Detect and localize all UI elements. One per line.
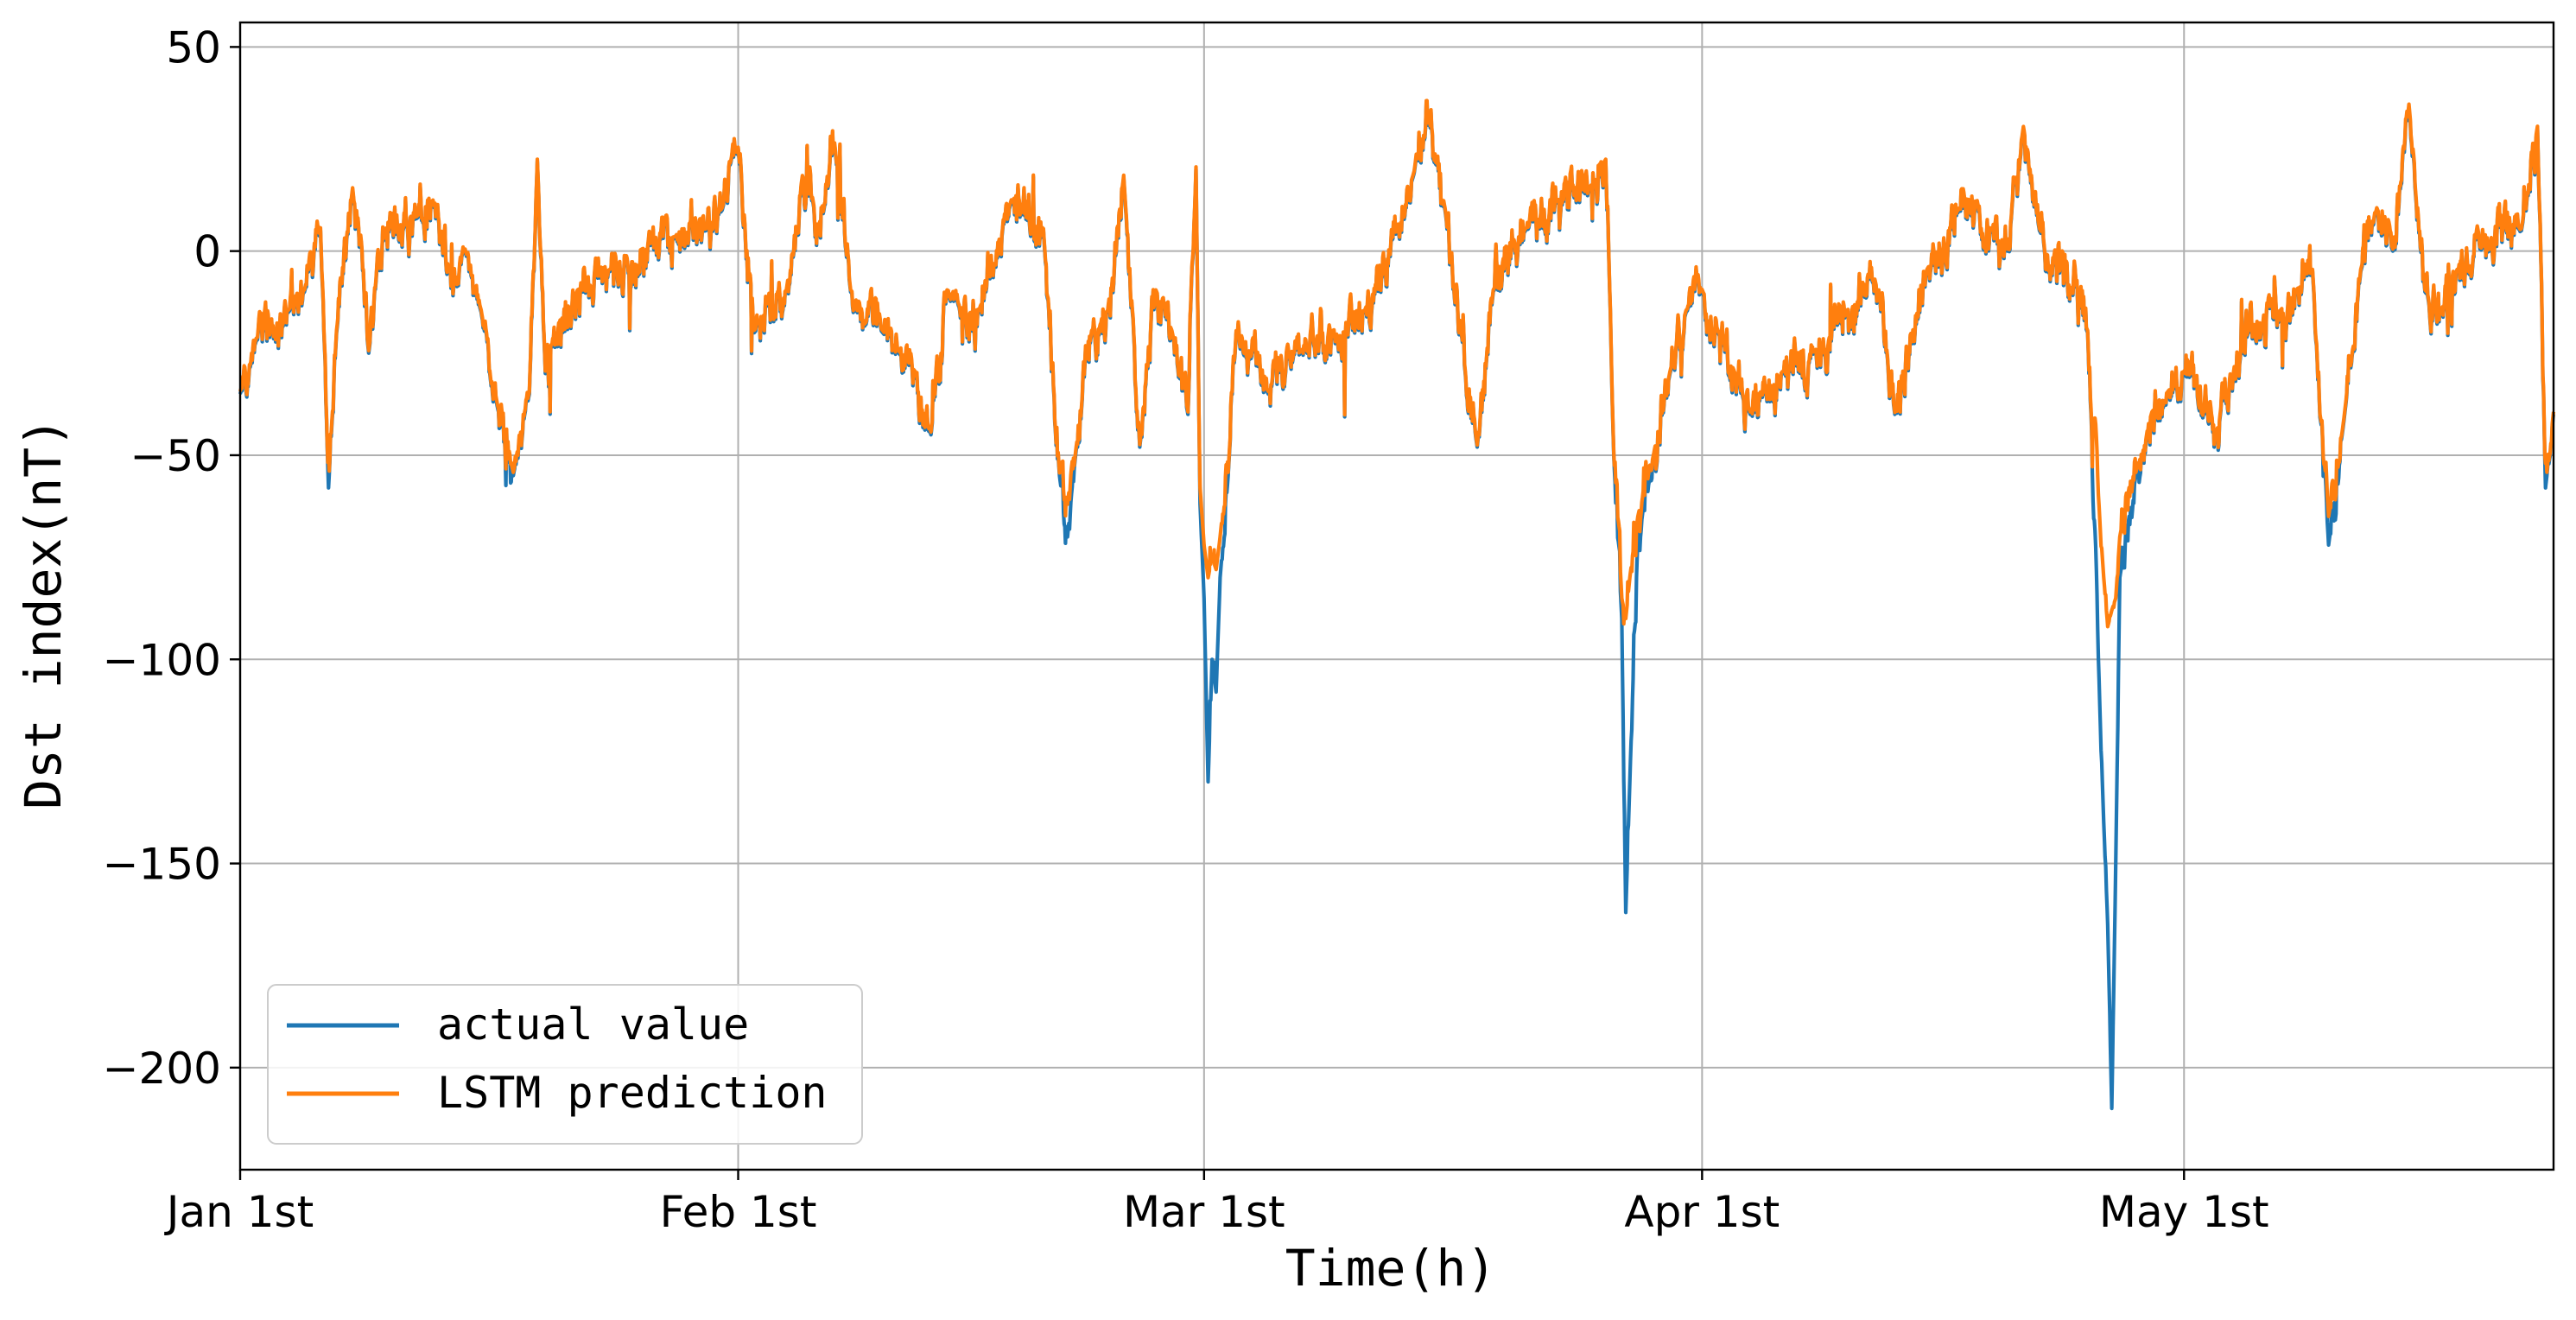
y-tick-label: −200 [103, 1044, 221, 1094]
plot-frame [238, 21, 2555, 1171]
y-tick-label: 50 [166, 22, 221, 73]
x-tick-label: Mar 1st [1123, 1187, 1285, 1237]
x-tick-label: Apr 1st [1624, 1187, 1780, 1237]
y-axis-label: Dst index(nT) [14, 417, 73, 809]
series-layer [238, 98, 2556, 1111]
ticks: 50 0 −50 −100 −150 −200 Jan 1st Feb 1st Mar 1st A… [103, 22, 2269, 1237]
y-tick-label: −100 [103, 635, 221, 685]
y-tick-label: −50 [130, 431, 221, 481]
y-tick-label: −150 [103, 840, 221, 890]
legend: actual value LSTM prediction [267, 984, 863, 1145]
y-tick-label: 0 [194, 227, 221, 277]
grid [239, 22, 2554, 1170]
x-tick-label: Jan 1st [164, 1187, 314, 1237]
legend-label-lstm-prediction: LSTM prediction [437, 1068, 828, 1118]
legend-box [267, 984, 863, 1145]
legend-label-actual-value: actual value [437, 1000, 749, 1050]
x-tick-label: May 1st [2099, 1187, 2269, 1237]
x-tick-label: Feb 1st [660, 1187, 817, 1237]
x-axis-label: Time(h) [1285, 1239, 1496, 1298]
series-lstm-prediction-line [238, 98, 2556, 629]
